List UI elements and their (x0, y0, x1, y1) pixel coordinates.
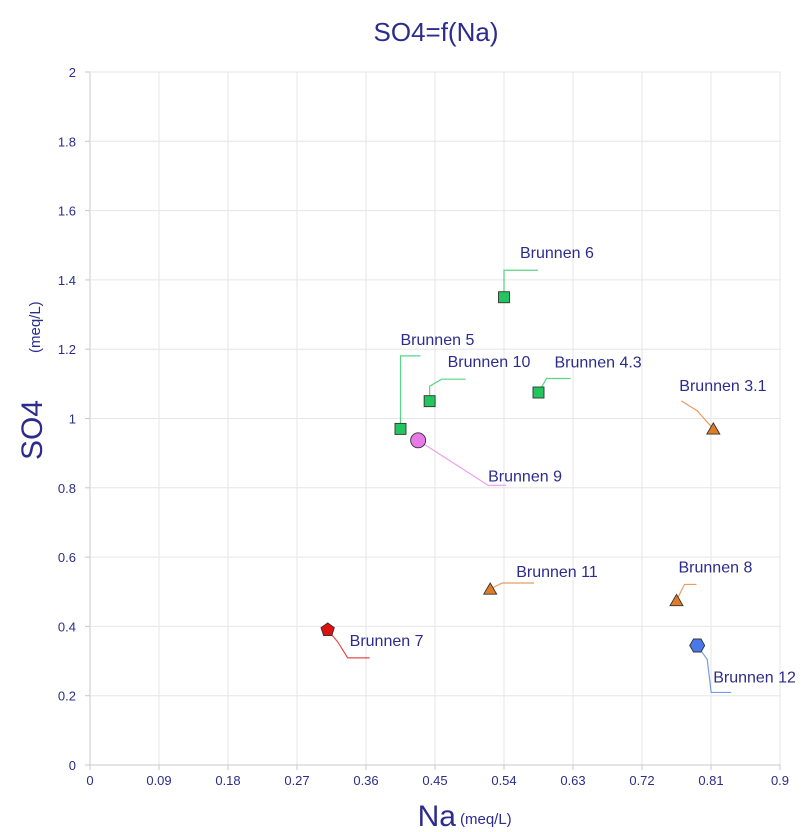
marker-brunnen-7 (320, 622, 335, 636)
leader-brunnen-12 (696, 645, 732, 694)
marker-brunnen-8 (669, 593, 684, 607)
y-axis-unit: (meq/L) (27, 301, 44, 353)
y-tick-label: 1.8 (58, 134, 76, 149)
x-tick-label: 0.81 (698, 773, 723, 788)
point-label-brunnen-6: Brunnen 6 (520, 245, 594, 262)
marker-brunnen-4-3 (532, 386, 545, 399)
y-tick-label: 0.4 (58, 619, 76, 634)
leader-lines (327, 269, 732, 694)
x-tick-label: 0.72 (629, 773, 654, 788)
point-label-brunnen-8: Brunnen 8 (679, 559, 753, 576)
leader-brunnen-11 (489, 582, 535, 590)
y-tick-label: 1.2 (58, 342, 76, 357)
point-labels: Brunnen 6 Brunnen 5 Brunnen 10 Brunnen 4.3 B… (350, 245, 796, 686)
marker-brunnen-9 (410, 432, 427, 449)
y-tick-label: 0.6 (58, 550, 76, 565)
y-axis-title: SO4 (16, 400, 49, 460)
x-tick-label: 0.36 (353, 773, 378, 788)
x-axis-unit: (meq/L) (460, 811, 512, 828)
marker-brunnen-6 (498, 291, 510, 304)
leader-brunnen-3-1 (680, 400, 714, 430)
y-tick-label: 0.8 (58, 481, 76, 496)
x-tick-label: 0 (86, 773, 93, 788)
leader-brunnen-9 (417, 439, 507, 486)
y-tick-label: 1 (69, 412, 76, 427)
point-label-brunnen-9: Brunnen 9 (488, 468, 562, 485)
marker-brunnen-12 (689, 638, 706, 653)
x-tick-label: 0.18 (215, 773, 240, 788)
marker-brunnen-10 (423, 395, 436, 408)
x-tick-label: 0.09 (146, 773, 171, 788)
leader-brunnen-8 (675, 583, 697, 601)
point-label-brunnen-11: Brunnen 11 (516, 564, 598, 581)
x-tick-label: 0.9 (771, 773, 789, 788)
x-tick-label: 0.54 (491, 773, 516, 788)
x-axis-title: Na (418, 800, 457, 832)
leader-brunnen-6 (503, 269, 538, 298)
y-tick-label: 2 (69, 65, 76, 80)
point-label-brunnen-4-3: Brunnen 4.3 (555, 355, 642, 372)
leader-brunnen-7 (327, 629, 370, 659)
point-label-brunnen-5: Brunnen 5 (401, 332, 475, 349)
x-tick-label: 0.45 (422, 773, 447, 788)
y-tick-labels: 0 0.2 0.4 0.6 0.8 1 1.2 1.4 1.6 1.8 2 (58, 65, 76, 773)
y-tick-label: 1.6 (58, 204, 76, 219)
chart-title: SO4=f(Na) (374, 17, 499, 47)
marker-brunnen-5 (394, 422, 407, 435)
markers (320, 291, 721, 653)
y-tick-label: 1.4 (58, 273, 76, 288)
marker-brunnen-11 (482, 582, 498, 595)
leader-brunnen-5 (399, 355, 421, 429)
grid (85, 71, 781, 770)
point-label-brunnen-7: Brunnen 7 (350, 633, 424, 650)
leader-brunnen-10 (429, 378, 466, 402)
marker-brunnen-3-1 (706, 422, 721, 435)
point-label-brunnen-10: Brunnen 10 (448, 354, 531, 371)
y-tick-label: 0.2 (58, 689, 76, 704)
x-tick-label: 0.27 (284, 773, 309, 788)
x-tick-labels: 0 0.09 0.18 0.27 0.36 0.45 0.54 0.63 0.72 0.81 0.9 (86, 773, 789, 788)
x-tick-label: 0.63 (560, 773, 585, 788)
point-label-brunnen-3-1: Brunnen 3.1 (679, 378, 766, 395)
point-label-brunnen-12: Brunnen 12 (713, 669, 796, 686)
y-tick-label: 0 (69, 758, 76, 773)
